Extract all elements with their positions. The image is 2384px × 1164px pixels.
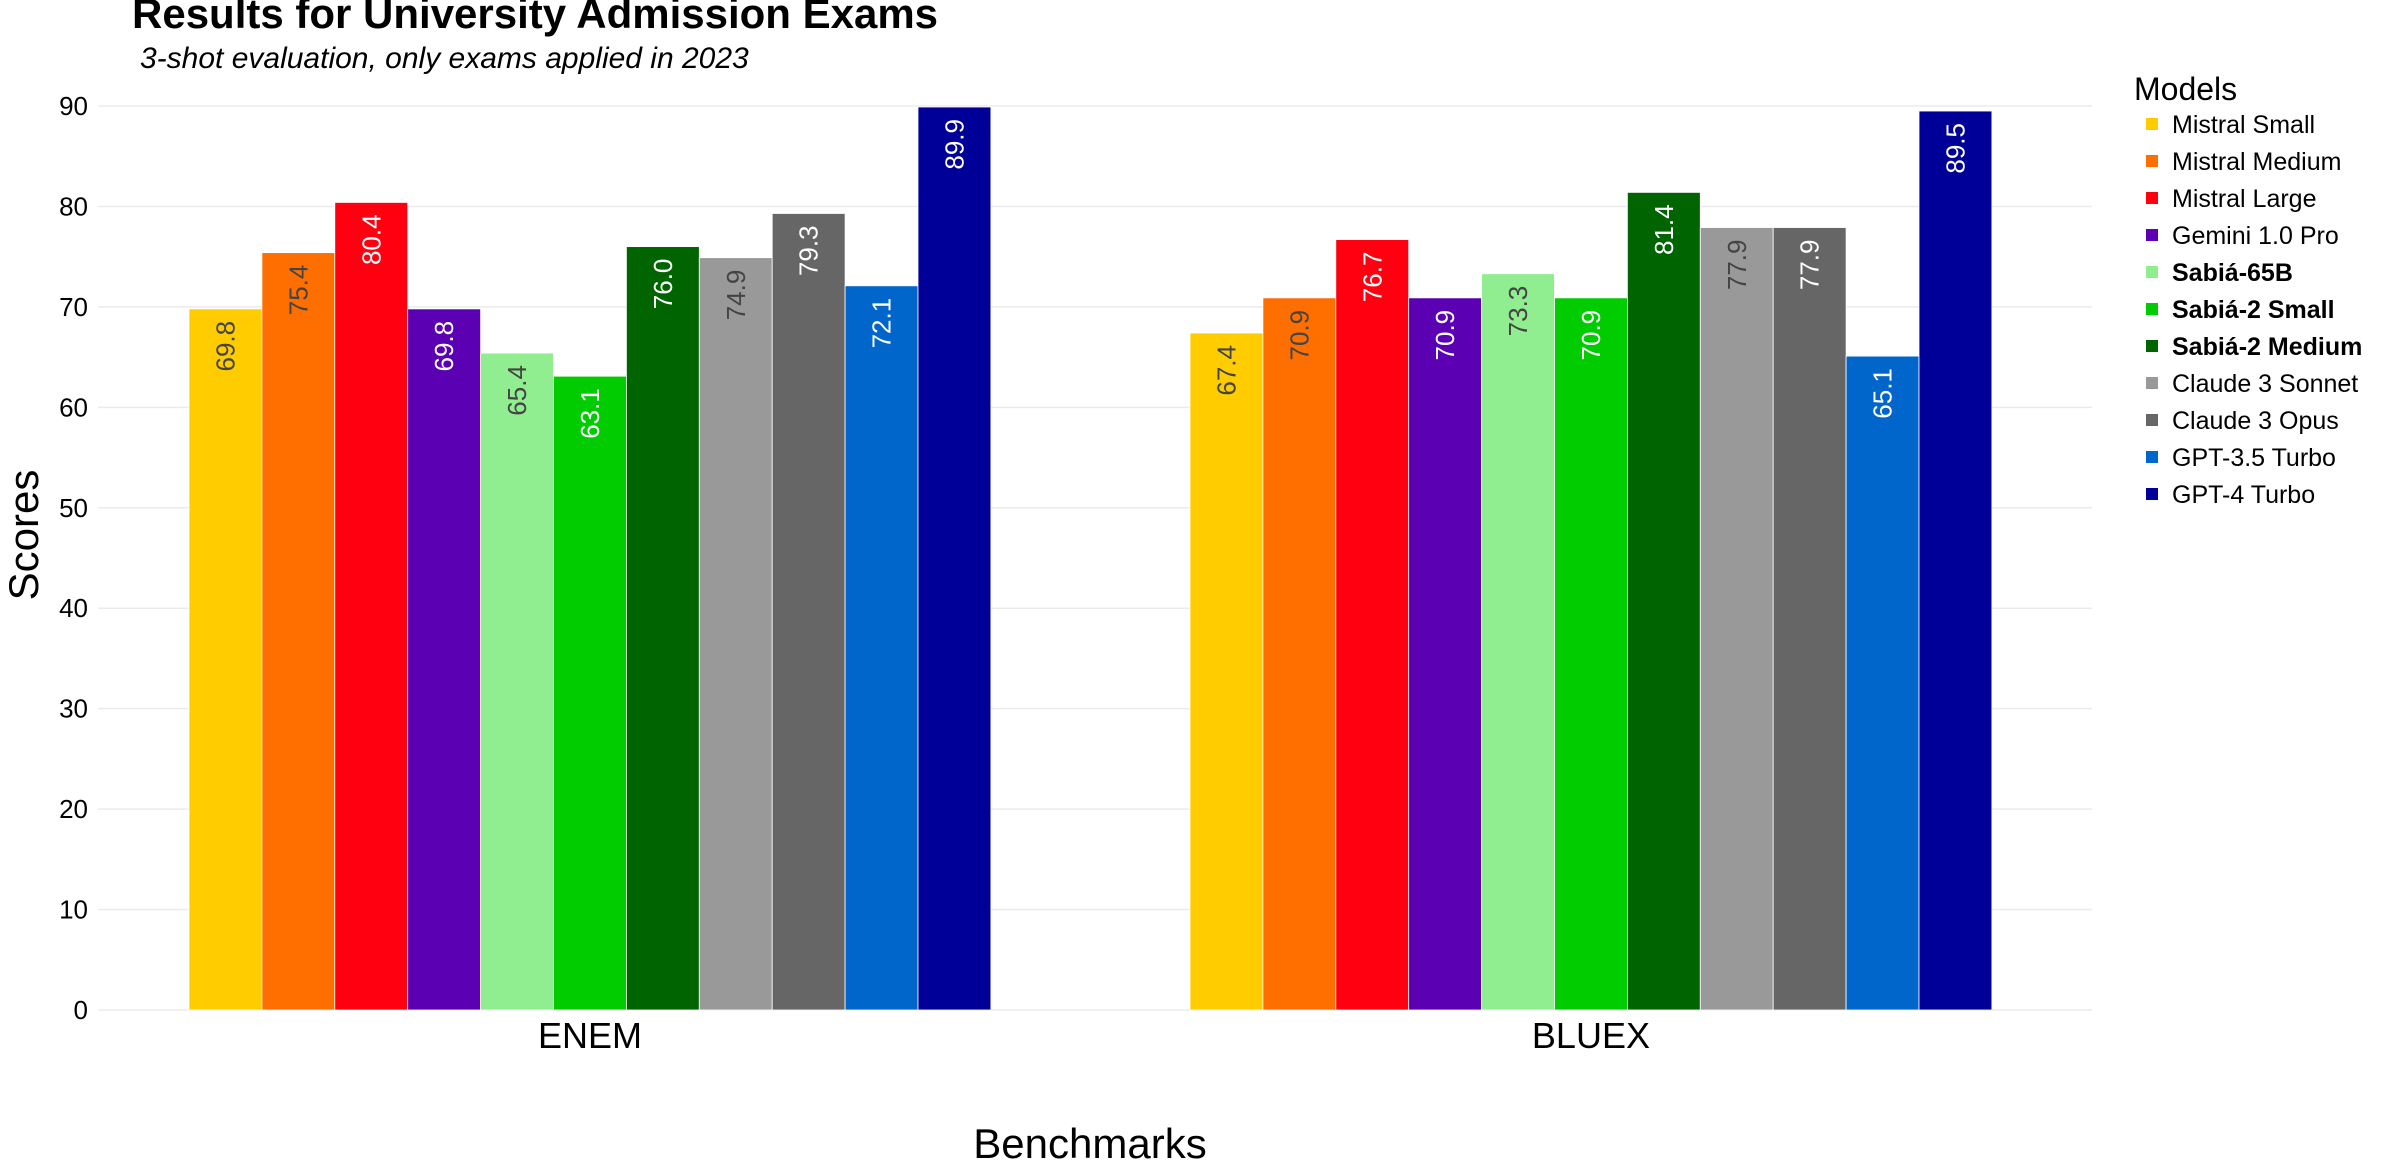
legend-swatch — [2146, 340, 2158, 352]
bar-value-label: 67.4 — [1211, 345, 1241, 396]
y-tick-label: 80 — [59, 191, 88, 221]
bar — [480, 352, 554, 1011]
bar-value-label: 89.5 — [1940, 123, 1970, 174]
bar-value-label: 69.8 — [210, 321, 240, 372]
y-tick-label: 50 — [59, 493, 88, 523]
legend-swatch — [2146, 303, 2158, 315]
bar-value-label: 89.9 — [939, 119, 969, 170]
bar-value-label: 77.9 — [1722, 240, 1752, 291]
bar — [553, 375, 627, 1011]
legend-swatch — [2146, 488, 2158, 500]
bar — [771, 213, 846, 1011]
x-axis-categories: ENEM BLUEX — [538, 1015, 1650, 1056]
bar — [188, 308, 263, 1011]
bar-value-label: 70.9 — [1284, 310, 1314, 361]
bar-value-label: 81.4 — [1649, 204, 1679, 255]
bar-labels: 69.8 75.4 80.4 69.8 65.4 63.1 76.0 74.9 79.3 72.1… — [210, 119, 1970, 439]
legend-swatch — [2146, 192, 2158, 204]
bar-value-label: 63.1 — [575, 388, 605, 439]
legend-label: Claude 3 Sonnet — [2172, 370, 2358, 398]
y-tick-label: 60 — [59, 392, 88, 422]
legend-title: Models — [2134, 71, 2237, 107]
y-tick-label: 90 — [59, 91, 88, 121]
y-tick-label: 40 — [59, 593, 88, 623]
bar-value-label: 69.8 — [429, 321, 459, 372]
bar-value-label: 76.0 — [648, 259, 678, 310]
legend-swatch — [2146, 377, 2158, 389]
legend-label: Mistral Small — [2172, 111, 2315, 139]
bar — [261, 252, 336, 1011]
bar-value-label: 73.3 — [1503, 286, 1533, 337]
bar — [407, 308, 482, 1011]
legend-label: Gemini 1.0 Pro — [2172, 222, 2339, 250]
bar-value-label: 76.7 — [1357, 252, 1387, 303]
y-tick-label: 0 — [74, 995, 88, 1025]
legend-label: Mistral Large — [2172, 185, 2317, 213]
bar — [626, 246, 700, 1011]
bars — [188, 106, 1993, 1011]
bar — [1699, 227, 1774, 1011]
x-category-label: ENEM — [538, 1015, 642, 1056]
legend-swatch — [2146, 266, 2158, 278]
bar — [1845, 355, 1920, 1011]
bar — [1335, 239, 1410, 1011]
legend-label: Claude 3 Opus — [2172, 407, 2339, 435]
x-category-label: BLUEX — [1532, 1015, 1650, 1056]
bar — [1918, 110, 1993, 1011]
bar — [1627, 191, 1701, 1011]
legend: Models Mistral Small Mistral Medium Mistra… — [2134, 71, 2362, 509]
chart-title: Results for University Admission Exams — [132, 0, 938, 37]
bar-value-label: 65.4 — [502, 365, 532, 416]
bar-value-label: 72.1 — [867, 298, 897, 349]
legend-label: Sabiá-65B — [2172, 259, 2293, 287]
bar-value-label: 75.4 — [283, 265, 313, 316]
legend-label: GPT-4 Turbo — [2172, 481, 2315, 509]
bar — [1262, 297, 1337, 1011]
bar — [698, 257, 773, 1011]
legend-swatch — [2146, 451, 2158, 463]
y-axis-title: Scores — [0, 470, 47, 601]
legend-label: Sabiá-2 Small — [2172, 296, 2335, 324]
bar — [1554, 297, 1628, 1011]
bar — [334, 202, 409, 1011]
legend-swatch — [2146, 414, 2158, 426]
bar-value-label: 65.1 — [1868, 368, 1898, 419]
bar-value-label: 80.4 — [356, 214, 386, 265]
bar — [844, 285, 919, 1011]
bar-value-label: 74.9 — [721, 270, 751, 321]
chart-subtitle: 3-shot evaluation, only exams applied in… — [140, 42, 749, 75]
bar — [917, 106, 992, 1011]
bar-value-label: 77.9 — [1795, 240, 1825, 291]
y-tick-label: 20 — [59, 794, 88, 824]
x-axis-title: Benchmarks — [973, 1120, 1206, 1164]
legend-label: GPT-3.5 Turbo — [2172, 444, 2336, 472]
bar — [1481, 273, 1555, 1011]
legend-label: Sabiá-2 Medium — [2172, 333, 2362, 361]
bar — [1189, 332, 1264, 1011]
bar-value-label: 70.9 — [1576, 310, 1606, 361]
bar-value-label: 79.3 — [794, 225, 824, 276]
legend-swatch — [2146, 155, 2158, 167]
legend-swatch — [2146, 118, 2158, 130]
bar — [1772, 227, 1847, 1011]
y-tick-label: 10 — [59, 895, 88, 925]
legend-swatch — [2146, 229, 2158, 241]
bar — [1408, 297, 1482, 1011]
y-tick-label: 30 — [59, 694, 88, 724]
y-tick-label: 70 — [59, 292, 88, 322]
y-axis-ticks: 0 10 20 30 40 50 60 70 80 90 — [59, 91, 88, 1025]
bar-value-label: 70.9 — [1430, 310, 1460, 361]
legend-label: Mistral Medium — [2172, 148, 2341, 176]
